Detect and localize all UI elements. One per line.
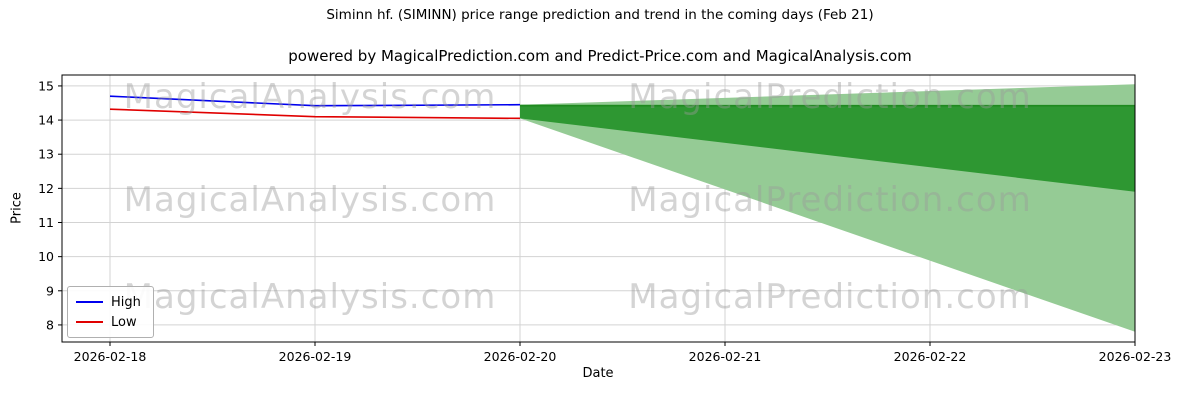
svg-text:10: 10 <box>38 249 54 264</box>
svg-text:2026-02-23: 2026-02-23 <box>1099 349 1172 364</box>
svg-text:12: 12 <box>38 181 54 196</box>
svg-text:2026-02-21: 2026-02-21 <box>689 349 762 364</box>
svg-text:13: 13 <box>38 147 54 162</box>
legend-item-high: High <box>76 292 141 312</box>
x-axis-label: Date <box>582 366 614 381</box>
svg-text:8: 8 <box>46 317 54 332</box>
chart-title: Siminn hf. (SIMINN) price range predicti… <box>326 7 874 23</box>
y-axis-label: Price <box>9 192 25 224</box>
high-line-swatch <box>76 301 103 303</box>
svg-text:11: 11 <box>38 215 54 230</box>
legend-label-low: Low <box>111 314 137 330</box>
svg-text:2026-02-19: 2026-02-19 <box>279 349 352 364</box>
legend: High Low <box>67 286 154 338</box>
legend-item-low: Low <box>76 312 141 332</box>
chart-subtitle: powered by MagicalPrediction.com and Pre… <box>288 47 912 65</box>
svg-text:9: 9 <box>46 283 54 298</box>
svg-text:2026-02-22: 2026-02-22 <box>894 349 967 364</box>
svg-text:2026-02-20: 2026-02-20 <box>484 349 557 364</box>
svg-text:14: 14 <box>38 113 54 128</box>
legend-label-high: High <box>111 294 141 310</box>
low-line-swatch <box>76 321 103 323</box>
svg-text:2026-02-18: 2026-02-18 <box>74 349 147 364</box>
svg-text:15: 15 <box>38 78 54 93</box>
